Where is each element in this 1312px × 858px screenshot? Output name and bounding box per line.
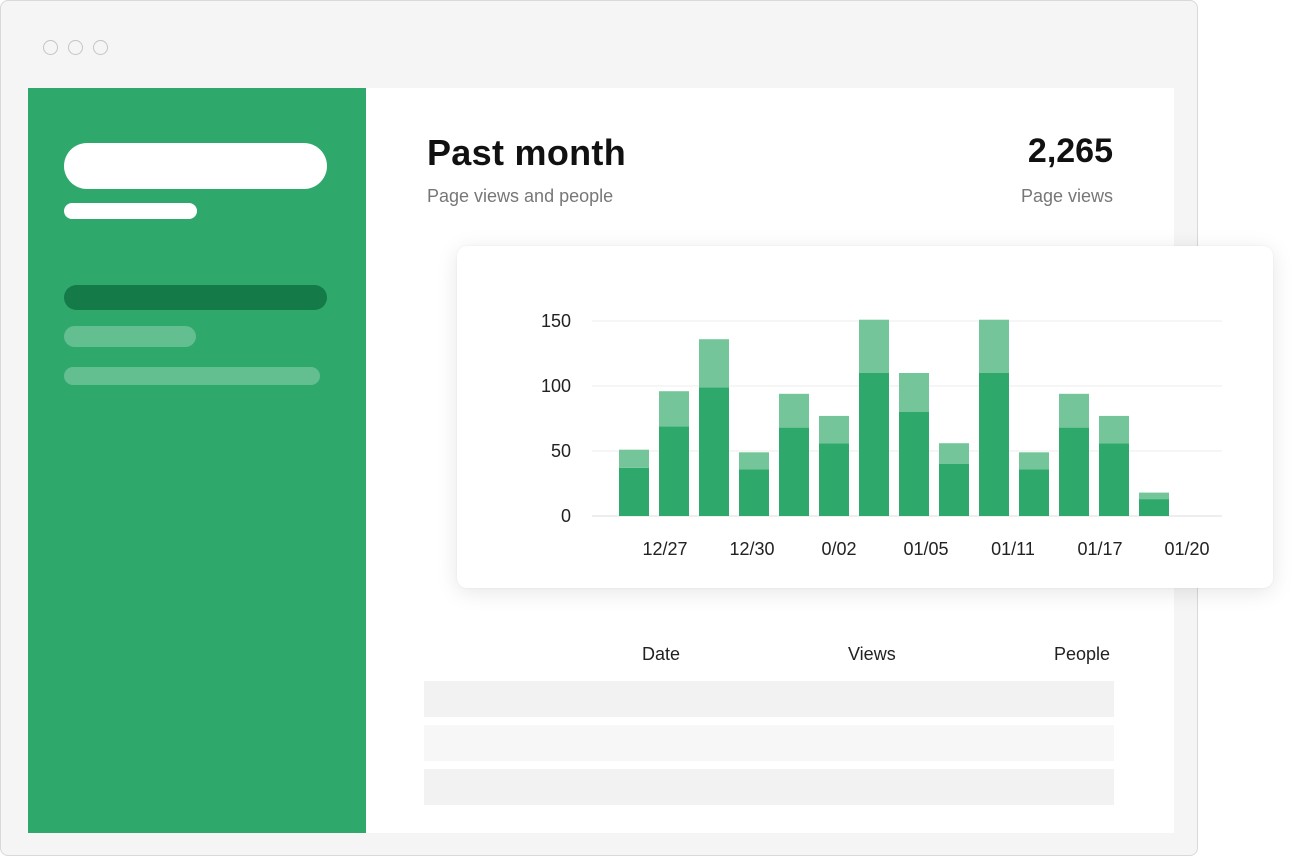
x-tick-label: 01/11 (991, 539, 1035, 559)
bar-segment-upper (699, 339, 729, 388)
sidebar (28, 88, 366, 833)
bar-segment-upper (1059, 393, 1089, 428)
bar-segment-upper (899, 373, 929, 412)
page-subtitle: Page views and people (427, 186, 614, 206)
sidebar-subtitle-placeholder (64, 203, 197, 219)
bar-segment-lower (939, 464, 969, 516)
window-close-icon[interactable] (43, 40, 58, 55)
y-tick-label: 0 (561, 506, 571, 526)
x-tick-label: 01/20 (1164, 539, 1209, 559)
x-tick-label: 01/05 (903, 539, 948, 559)
bar-segment-upper (979, 319, 1009, 373)
y-tick-label: 50 (551, 441, 571, 461)
x-tick-label: 12/27 (642, 539, 687, 559)
column-header-views[interactable]: Views (848, 644, 896, 664)
chart-card: 0 50 100 150 12/27 12/30 0/02 01/05 01/11 01/17 01… (457, 246, 1273, 588)
bar-segment-lower (619, 467, 649, 516)
table-row[interactable] (424, 769, 1114, 805)
bar-segment-upper (939, 443, 969, 464)
bar-segment-lower (779, 427, 809, 516)
page-views-chart: 0 50 100 150 12/27 12/30 0/02 01/05 01/11 01/17 01… (541, 311, 1222, 559)
bar-segment-lower (1059, 427, 1089, 516)
bar-segment-lower (1019, 469, 1049, 516)
bar-segment-lower (979, 373, 1009, 516)
bar-segment-lower (1139, 499, 1169, 516)
page-title: Past month (427, 132, 627, 173)
x-tick-label: 12/30 (729, 539, 774, 559)
sidebar-title-placeholder (64, 143, 327, 189)
table-row[interactable] (424, 725, 1114, 761)
bar-segment-lower (899, 412, 929, 516)
bar-segment-lower (659, 426, 689, 516)
bar-segment-lower (819, 443, 849, 516)
page-views-count: 2,265 (1027, 132, 1113, 170)
bar-segment-upper (1139, 492, 1169, 500)
bar-segment-lower (859, 373, 889, 516)
sidebar-item[interactable] (64, 367, 320, 385)
y-tick-label: 100 (541, 376, 571, 396)
bar-segment-upper (819, 415, 849, 444)
table-row[interactable] (424, 681, 1114, 717)
bar-segment-upper (779, 393, 809, 428)
sidebar-item[interactable] (64, 326, 196, 347)
y-tick-label: 150 (541, 311, 571, 331)
sidebar-item-active[interactable] (64, 285, 327, 310)
page-views-label: Page views (1020, 186, 1113, 206)
bar-segment-lower (699, 387, 729, 516)
window-minimize-icon[interactable] (68, 40, 83, 55)
bar-segment-upper (659, 391, 689, 427)
column-header-people[interactable]: People (1054, 644, 1111, 664)
bar-segment-upper (1019, 452, 1049, 470)
bar-segment-upper (859, 319, 889, 373)
bar-segment-upper (739, 452, 769, 470)
window-maximize-icon[interactable] (93, 40, 108, 55)
x-tick-label: 01/17 (1077, 539, 1122, 559)
column-header-date[interactable]: Date (642, 644, 681, 664)
bar-segment-upper (619, 449, 649, 468)
bar-segment-upper (1099, 415, 1129, 444)
bar-segment-lower (739, 469, 769, 516)
bar-segment-lower (1099, 443, 1129, 516)
x-tick-label: 0/02 (821, 539, 856, 559)
